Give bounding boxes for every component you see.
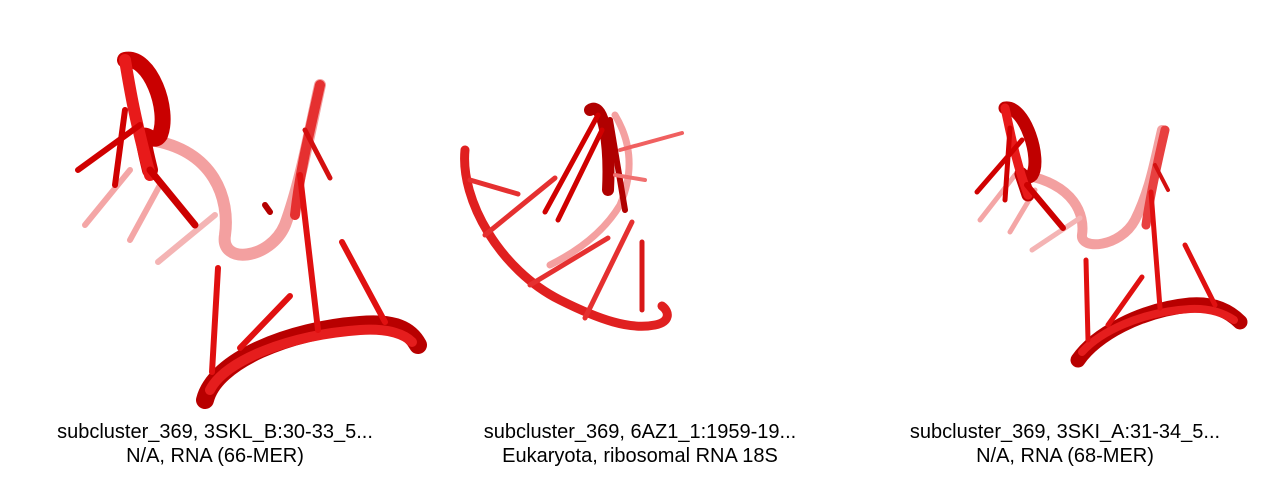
rna-structure-render-3 xyxy=(974,101,1248,368)
backbone-faded xyxy=(144,79,326,261)
base-pair xyxy=(1148,189,1163,311)
caption-subtitle: Eukaryota, ribosomal RNA 18S xyxy=(502,445,778,467)
backbone-helix xyxy=(460,145,672,331)
base-pair xyxy=(112,107,128,188)
base-pair xyxy=(237,293,293,351)
base-faded xyxy=(127,182,163,243)
base-faded xyxy=(977,172,1018,223)
caption-subtitle: N/A, RNA (68-MER) xyxy=(976,445,1154,467)
backbone-hairpin-front xyxy=(119,54,156,181)
caption-title: subcluster_369, 3SKL_B:30-33_5... xyxy=(57,421,373,443)
backbone-faded xyxy=(1020,125,1167,250)
base-pair xyxy=(297,172,321,333)
base-pair xyxy=(607,117,628,213)
base-pair xyxy=(302,127,333,181)
backbone-hairpin xyxy=(584,102,615,196)
base-pair xyxy=(1105,274,1145,328)
base-pair xyxy=(555,127,605,223)
backbone-upper xyxy=(1141,125,1170,230)
base-faded xyxy=(1029,215,1083,253)
base-faded xyxy=(82,167,133,228)
structure-caption-2: subcluster_369, 6AZ1_1:1959-19... Eukary… xyxy=(430,420,850,468)
base-pair xyxy=(1024,182,1066,231)
backbone-lower-front xyxy=(1078,304,1238,356)
structure-panel-1: subcluster_369, 3SKL_B:30-33_5... N/A, R… xyxy=(0,0,430,480)
base-pair xyxy=(1002,125,1013,203)
base-pair xyxy=(209,265,221,375)
structure-caption-1: subcluster_369, 3SKL_B:30-33_5... N/A, R… xyxy=(0,420,430,468)
base-pair xyxy=(1083,257,1091,343)
caption-subtitle: N/A, RNA (66-MER) xyxy=(126,445,304,467)
rna-structure-render-2 xyxy=(460,102,684,331)
backbone-upper xyxy=(290,80,325,220)
rna-structure-render-1 xyxy=(75,51,427,409)
backbone-faded xyxy=(546,111,633,269)
base-pair xyxy=(527,235,611,288)
base-pair xyxy=(974,137,1025,195)
base-pair xyxy=(482,175,558,238)
base-pair xyxy=(613,173,647,182)
caption-title: subcluster_369, 3SKI_A:31-34_5... xyxy=(909,421,1221,443)
base-pair xyxy=(75,122,143,173)
base-pair xyxy=(339,239,388,325)
base-pair xyxy=(146,166,199,229)
base-pair xyxy=(467,177,521,197)
base-pair xyxy=(1153,163,1170,192)
caption-title: subcluster_369, 6AZ1_1:1959-19... xyxy=(483,421,797,443)
base-pair xyxy=(1182,242,1218,308)
structure-panel-3: subcluster_369, 3SKI_A:31-34_5... N/A, R… xyxy=(850,0,1280,480)
structure-caption-3: subcluster_369, 3SKI_A:31-34_5... N/A, R… xyxy=(850,420,1280,468)
base-pair xyxy=(542,112,601,215)
base-faded xyxy=(155,212,218,265)
backbone-lower-front xyxy=(205,324,417,395)
base-pair xyxy=(582,219,635,321)
base-small xyxy=(262,202,273,215)
structure-panel-2: subcluster_369, 6AZ1_1:1959-19... Eukary… xyxy=(430,0,850,480)
base-pair xyxy=(618,131,684,152)
